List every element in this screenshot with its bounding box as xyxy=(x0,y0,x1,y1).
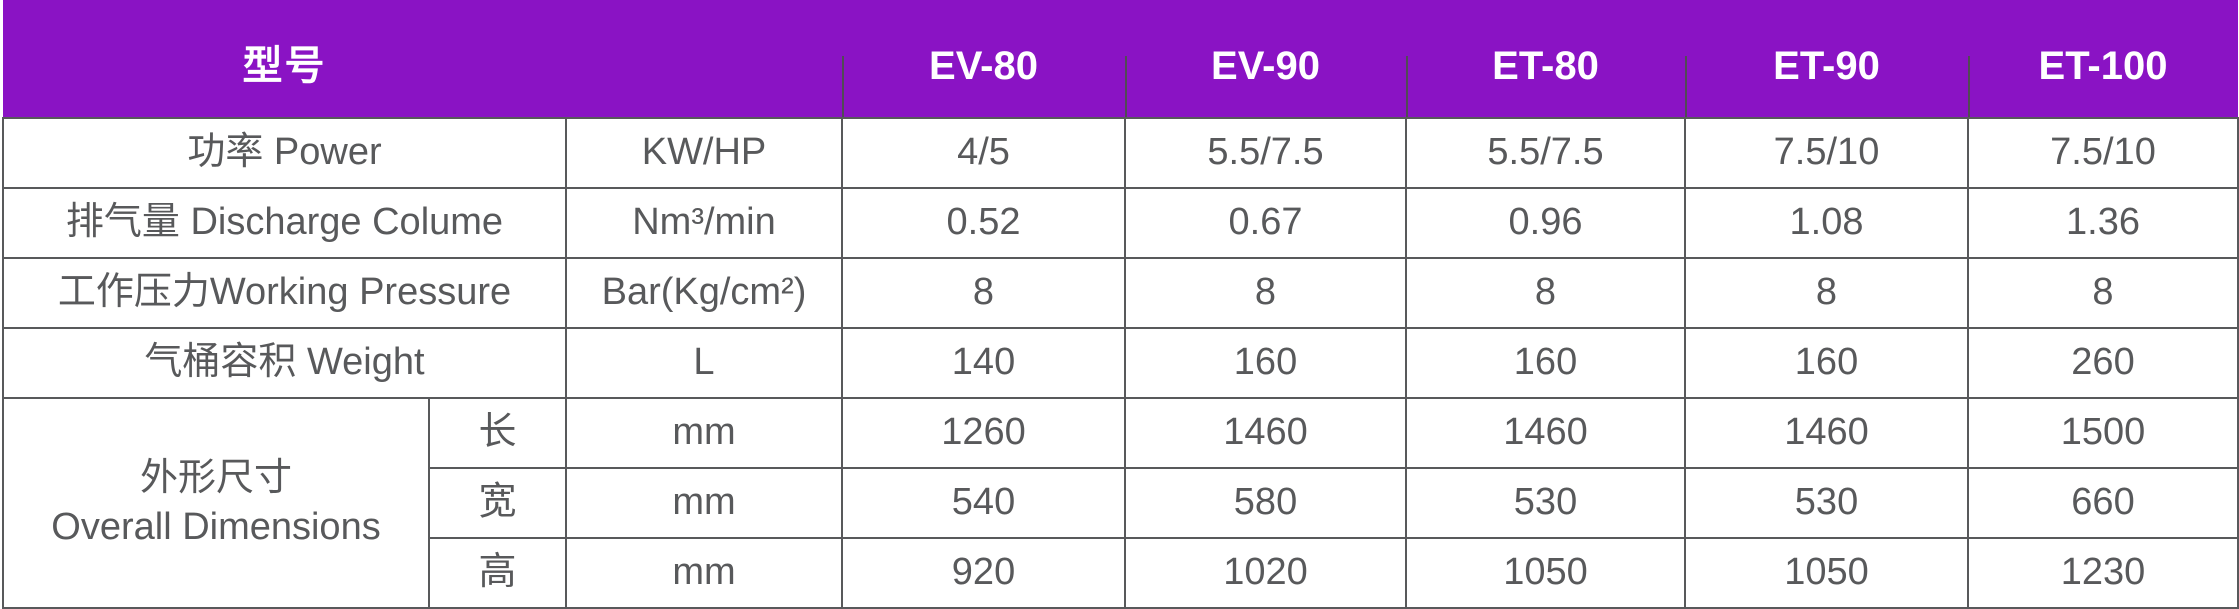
cell-value: 1460 xyxy=(1405,397,1686,469)
cell-value: 1500 xyxy=(1967,397,2239,469)
cell-value: 1460 xyxy=(1684,397,1969,469)
cell-value: 160 xyxy=(1124,327,1407,399)
header-column-divider xyxy=(842,56,844,117)
row-label: 工作压力Working Pressure xyxy=(2,257,567,329)
row-unit: Nm³/min xyxy=(565,187,843,259)
model-name: ET-90 xyxy=(1773,43,1880,88)
model-name: EV-80 xyxy=(929,43,1038,88)
header-model-et-90: ET-90 xyxy=(1685,0,1968,118)
cell-value: 660 xyxy=(1967,467,2239,539)
table-row-dimension-height: 高 mm 920 1020 1050 1050 1230 xyxy=(3,537,2239,609)
dimensions-label-en: Overall Dimensions xyxy=(51,506,381,548)
table-row-discharge: 排气量 Discharge Colume Nm³/min 0.52 0.67 0… xyxy=(2,187,2239,259)
row-unit: mm xyxy=(565,467,843,539)
cell-value: 530 xyxy=(1684,467,1969,539)
cell-value: 1050 xyxy=(1684,537,1969,609)
row-unit: mm xyxy=(565,537,843,609)
table-row-tank-volume: 气桶容积 Weight L 140 160 160 160 260 xyxy=(2,327,2239,399)
cell-value: 540 xyxy=(841,467,1126,539)
cell-value: 8 xyxy=(841,257,1126,329)
cell-value: 1050 xyxy=(1405,537,1686,609)
dimensions-merged-label: 外形尺寸 Overall Dimensions xyxy=(2,397,430,609)
row-unit: KW/HP xyxy=(565,117,843,189)
cell-value: 140 xyxy=(841,327,1126,399)
row-unit: mm xyxy=(565,397,843,469)
header-column-divider xyxy=(1125,56,1127,117)
row-label: 功率 Power xyxy=(2,117,567,189)
cell-value: 0.96 xyxy=(1405,187,1686,259)
cell-value: 4/5 xyxy=(841,117,1126,189)
row-label: 气桶容积 Weight xyxy=(2,327,567,399)
cell-value: 7.5/10 xyxy=(1684,117,1969,189)
dimension-axis: 高 xyxy=(428,537,567,609)
cell-value: 1020 xyxy=(1124,537,1407,609)
cell-value: 260 xyxy=(1967,327,2239,399)
header-model-ev-90: EV-90 xyxy=(1125,0,1406,118)
cell-value: 5.5/7.5 xyxy=(1405,117,1686,189)
row-unit: L xyxy=(565,327,843,399)
cell-value: 160 xyxy=(1684,327,1969,399)
cell-value: 920 xyxy=(841,537,1126,609)
cell-value: 1260 xyxy=(841,397,1126,469)
cell-value: 160 xyxy=(1405,327,1686,399)
header-empty-cell xyxy=(566,0,842,118)
cell-value: 1.36 xyxy=(1967,187,2239,259)
cell-value: 7.5/10 xyxy=(1967,117,2239,189)
header-column-divider xyxy=(1406,56,1408,117)
dimension-axis: 宽 xyxy=(428,467,567,539)
table-row-dimension-width: 宽 mm 540 580 530 530 660 xyxy=(3,467,2239,539)
cell-value: 0.52 xyxy=(841,187,1126,259)
model-name: ET-80 xyxy=(1492,43,1599,88)
cell-value: 8 xyxy=(1405,257,1686,329)
table-row-dimension-length: 外形尺寸 Overall Dimensions 长 mm 1260 1460 1… xyxy=(2,397,2239,609)
model-name: EV-90 xyxy=(1211,43,1320,88)
header-column-divider xyxy=(1968,56,1970,117)
table-row-working-pressure: 工作压力Working Pressure Bar(Kg/cm²) 8 8 8 8… xyxy=(2,257,2239,329)
cell-value: 580 xyxy=(1124,467,1407,539)
table-row-power: 功率 Power KW/HP 4/5 5.5/7.5 5.5/7.5 7.5/1… xyxy=(2,117,2239,189)
cell-value: 1230 xyxy=(1967,537,2239,609)
table-header-row: 型号 EV-80 EV-90 ET-80 ET-90 ET-100 xyxy=(3,0,2238,118)
header-column-divider xyxy=(1685,56,1687,117)
cell-value: 8 xyxy=(1967,257,2239,329)
cell-value: 1460 xyxy=(1124,397,1407,469)
dimension-axis: 长 xyxy=(428,397,567,469)
cell-value: 8 xyxy=(1684,257,1969,329)
cell-value: 8 xyxy=(1124,257,1407,329)
header-model-et-100: ET-100 xyxy=(1968,0,2238,118)
model-name: ET-100 xyxy=(2038,43,2168,88)
header-model-ev-80: EV-80 xyxy=(842,0,1125,118)
row-unit: Bar(Kg/cm²) xyxy=(565,257,843,329)
row-label: 排气量 Discharge Colume xyxy=(2,187,567,259)
header-model-et-80: ET-80 xyxy=(1406,0,1685,118)
cell-value: 5.5/7.5 xyxy=(1124,117,1407,189)
cell-value: 530 xyxy=(1405,467,1686,539)
header-model-label: 型号 xyxy=(3,0,566,118)
cell-value: 0.67 xyxy=(1124,187,1407,259)
dimensions-label-cn: 外形尺寸 xyxy=(139,456,292,499)
cell-value: 1.08 xyxy=(1684,187,1969,259)
